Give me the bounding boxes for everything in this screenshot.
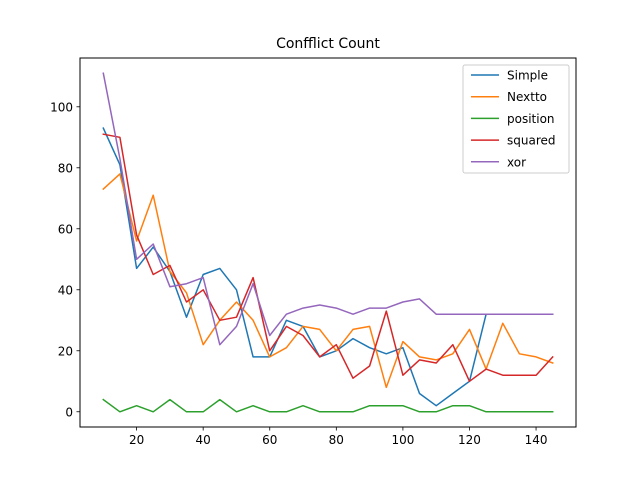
x-tick-label: 40 — [196, 433, 211, 447]
series-line-position — [102, 398, 554, 413]
x-axis: 20 40 60 80 100 120 140 — [129, 427, 548, 447]
y-tick-label: 40 — [58, 283, 73, 297]
series-line-squared — [102, 133, 554, 383]
legend-label-nextto: Nextto — [507, 90, 547, 104]
x-tick-label: 140 — [525, 433, 548, 447]
x-tick-label: 100 — [391, 433, 414, 447]
x-tick-label: 20 — [129, 433, 144, 447]
x-tick-label: 80 — [329, 433, 344, 447]
legend-box — [462, 64, 570, 174]
x-tick-label: 120 — [458, 433, 481, 447]
y-tick-label: 100 — [50, 100, 73, 114]
legend: Simple Nextto position squared xor — [462, 64, 570, 174]
y-axis: 0 20 40 60 80 100 — [50, 100, 80, 419]
series-line-xor — [102, 72, 554, 346]
y-tick-label: 20 — [58, 344, 73, 358]
legend-label-position: position — [507, 112, 555, 126]
y-tick-label: 0 — [65, 405, 73, 419]
legend-label-simple: Simple — [507, 69, 548, 83]
series-layer — [102, 72, 554, 413]
x-tick-label: 60 — [262, 433, 277, 447]
chart-title: Confflict Count — [276, 36, 380, 52]
legend-label-xor: xor — [507, 155, 526, 169]
y-tick-label: 80 — [58, 161, 73, 175]
y-tick-label: 60 — [58, 222, 73, 236]
plot-area-frame — [79, 57, 577, 428]
legend-label-squared: squared — [507, 134, 556, 148]
